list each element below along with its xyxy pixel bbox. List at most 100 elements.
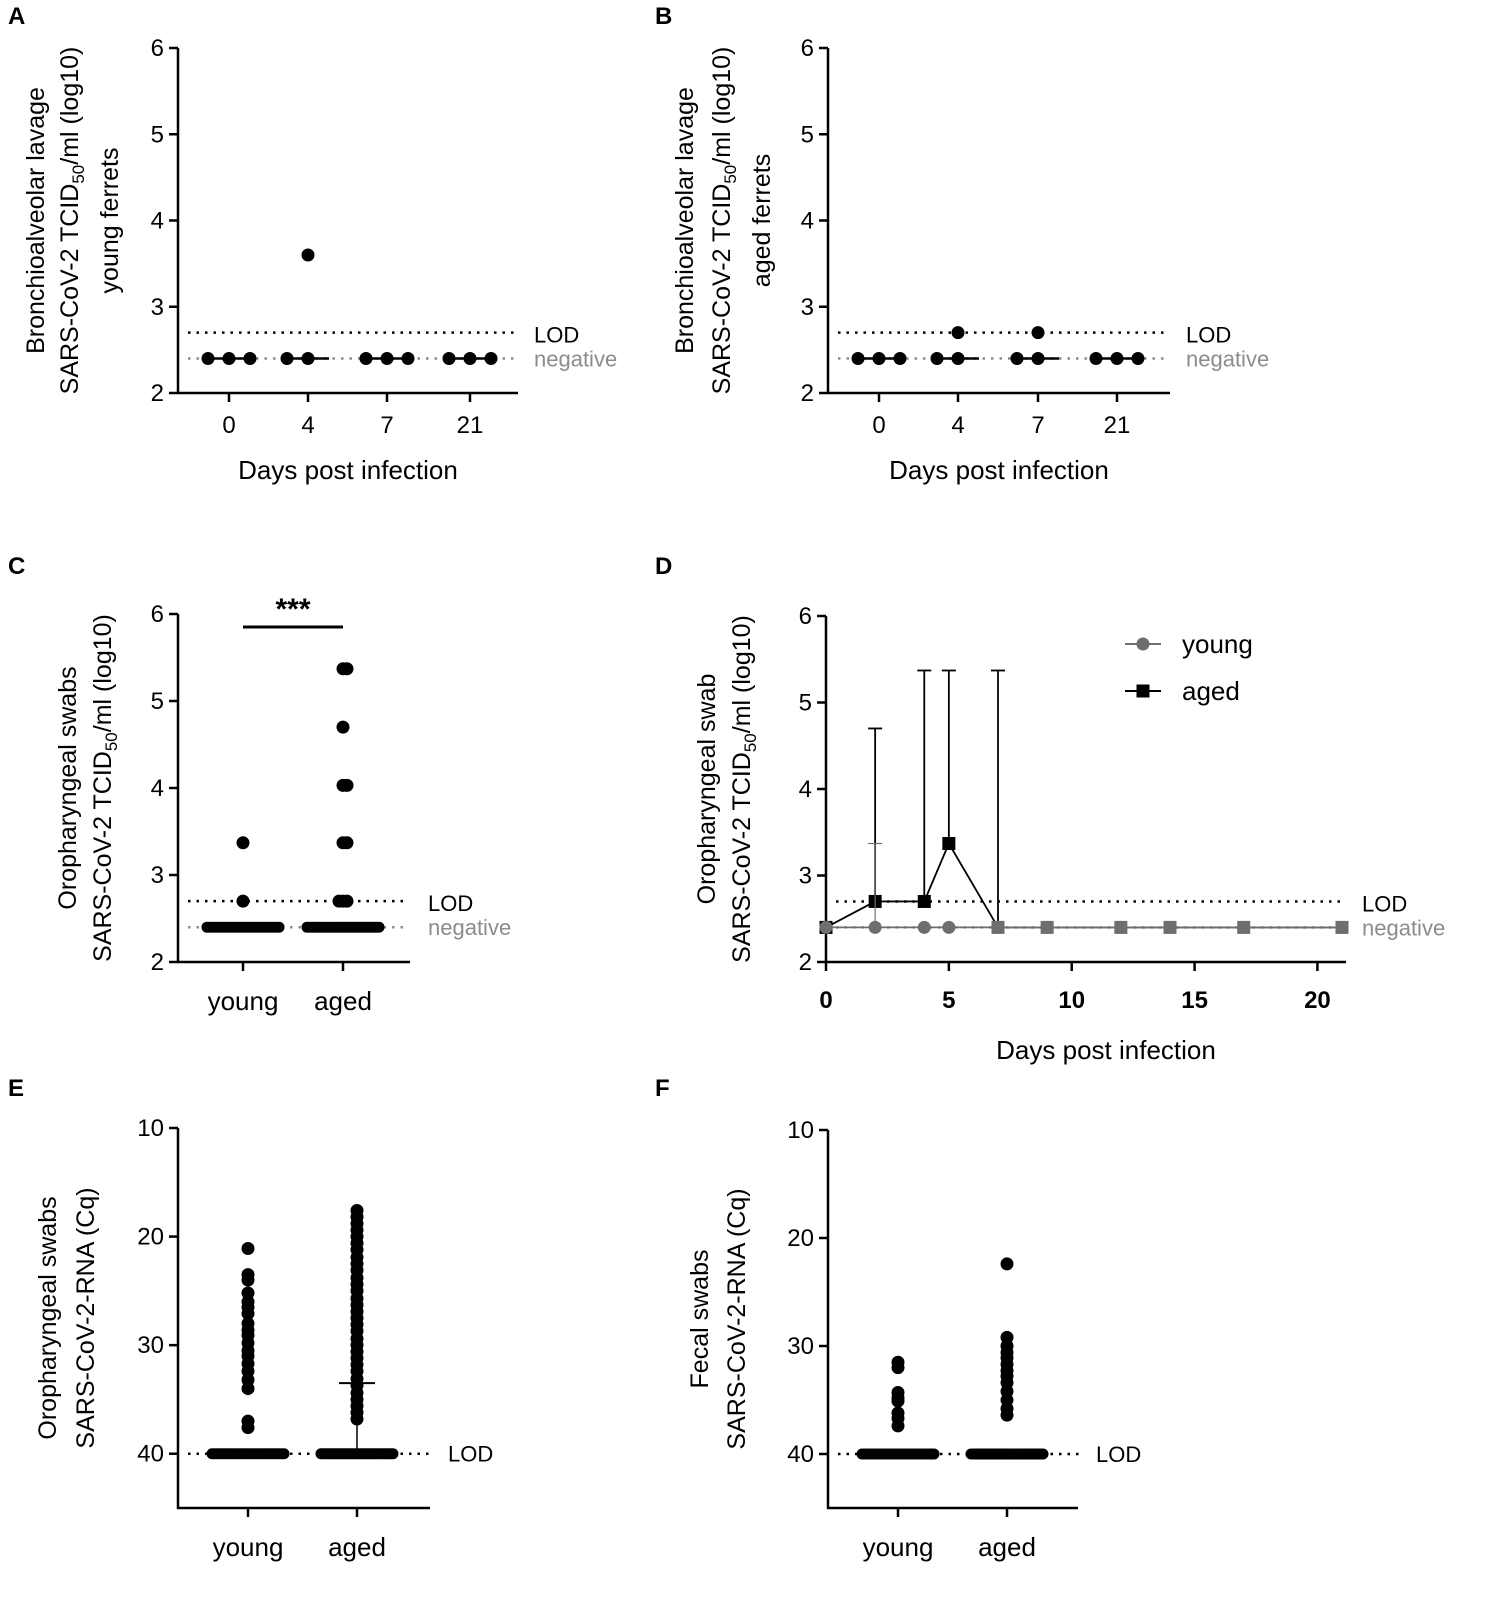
x-tick-label: 0 [819, 987, 832, 1014]
panel-label: A [8, 3, 25, 30]
significance-label: *** [275, 593, 310, 626]
x-tick-label: 20 [1304, 987, 1331, 1014]
data-point [340, 836, 354, 850]
y-tick-label: 40 [787, 1441, 814, 1468]
data-point [484, 352, 498, 365]
y-axis-label-line: Oropharyngeal swab [693, 674, 721, 905]
y-axis-label-part: SARS-CoV-2 TCID [708, 184, 736, 395]
data-point [851, 352, 865, 365]
x-tick-label: 10 [1058, 987, 1085, 1014]
data-point [241, 1273, 255, 1287]
data-point [380, 352, 394, 365]
x-tick-label: young [863, 1532, 934, 1562]
y-tick-label: 6 [801, 35, 814, 62]
data-point [236, 894, 250, 908]
data-point [463, 352, 477, 365]
data-point [273, 921, 285, 933]
y-axis-label-line: Bronchioalveolar lavage [671, 87, 699, 354]
x-tick-label: 21 [1104, 412, 1131, 439]
y-axis-label-line: Bronchioalveolar lavage [22, 87, 50, 354]
data-point [942, 836, 956, 850]
reference-line-label: negative [428, 915, 511, 940]
x-tick-label: 21 [457, 412, 484, 439]
y-tick-label: 6 [151, 601, 164, 628]
y-axis-label-line: aged ferrets [748, 154, 776, 287]
y-axis-label-subscript: 50 [721, 165, 740, 184]
reference-line-label: negative [1362, 915, 1445, 940]
x-tick-label: 15 [1181, 987, 1208, 1014]
data-point [930, 352, 944, 365]
y-tick-label: 4 [151, 208, 164, 235]
x-axis-label: Days post infection [996, 1035, 1216, 1065]
data-point [340, 662, 354, 676]
x-tick-label: 0 [222, 412, 235, 439]
y-tick-label: 30 [137, 1332, 164, 1359]
data-point [1335, 920, 1349, 934]
data-point [387, 1448, 399, 1460]
y-tick-label: 20 [137, 1224, 164, 1251]
data-point [1037, 1448, 1049, 1460]
y-axis-label-subscript: 50 [102, 732, 121, 751]
x-tick-label: 7 [1031, 412, 1044, 439]
y-tick-label: 3 [151, 862, 164, 889]
data-point [243, 352, 257, 365]
data-point [951, 326, 965, 340]
data-point [280, 352, 294, 365]
reference-line-label: LOD [1186, 323, 1231, 348]
y-tick-label: 2 [799, 949, 812, 976]
y-tick-label: 5 [151, 688, 164, 715]
reference-line-label: negative [1186, 347, 1269, 372]
data-point [872, 352, 886, 365]
y-tick-label: 30 [787, 1333, 814, 1360]
x-tick-label: 0 [872, 412, 885, 439]
data-point [340, 778, 354, 792]
y-axis-label-line: Oropharyngeal swabs [34, 1196, 62, 1439]
y-tick-label: 3 [799, 863, 812, 890]
x-tick-label: young [213, 1532, 284, 1562]
panel-label: B [655, 3, 672, 30]
y-axis-label-line: SARS-CoV-2 TCID50/ml (log10) [56, 47, 88, 395]
y-axis-label-group: Oropharyngeal swabs SARS-CoV-2 TCID50/ml … [54, 614, 121, 962]
data-point [917, 920, 931, 934]
data-point [891, 1394, 905, 1408]
data-point [278, 1448, 290, 1460]
y-axis-label-line: SARS-CoV-2 TCID50/ml (log10) [89, 614, 121, 962]
data-point [241, 1382, 255, 1396]
y-axis-label-group: Bronchioalveolar lavage SARS-CoV-2 TCID50… [22, 47, 124, 395]
data-point [401, 352, 415, 365]
y-axis-label-line: SARS-CoV-2 TCID50/ml (log10) [708, 47, 740, 395]
reference-line-label: LOD [534, 323, 579, 348]
x-tick-label: 5 [942, 987, 955, 1014]
panel-label: E [8, 1075, 24, 1102]
y-axis-label-part: /ml (log10) [728, 615, 756, 733]
y-tick-label: 40 [137, 1441, 164, 1468]
reference-line-label: LOD [428, 891, 473, 916]
y-axis-label-group: Bronchioalveolar lavage SARS-CoV-2 TCID50… [671, 47, 776, 395]
y-axis-label-part: /ml (log10) [708, 47, 736, 165]
reference-line-label: negative [534, 347, 617, 372]
data-point [201, 352, 215, 365]
legend-label: young [1182, 629, 1253, 659]
y-tick-label: 2 [151, 949, 164, 976]
data-point [893, 352, 907, 365]
data-point [928, 1448, 940, 1460]
y-axis-label-part: SARS-CoV-2 TCID [728, 752, 756, 963]
data-point [359, 352, 373, 365]
data-point [301, 352, 315, 365]
series-line [825, 841, 1342, 929]
y-tick-label: 5 [799, 690, 812, 717]
y-tick-label: 4 [151, 775, 164, 802]
data-point [1110, 352, 1124, 365]
data-point [868, 920, 882, 934]
y-axis-label-line: Fecal swabs [686, 1250, 714, 1389]
data-point [1237, 920, 1251, 934]
y-tick-label: 2 [151, 380, 164, 407]
y-axis-label-part: /ml (log10) [56, 47, 84, 165]
data-point [917, 894, 931, 908]
reference-line-label: LOD [1096, 1442, 1141, 1467]
y-tick-label: 2 [801, 380, 814, 407]
y-axis-label-line: SARS-CoV-2-RNA (Cq) [72, 1187, 100, 1448]
data-point [1089, 352, 1103, 365]
data-point [241, 1242, 255, 1256]
